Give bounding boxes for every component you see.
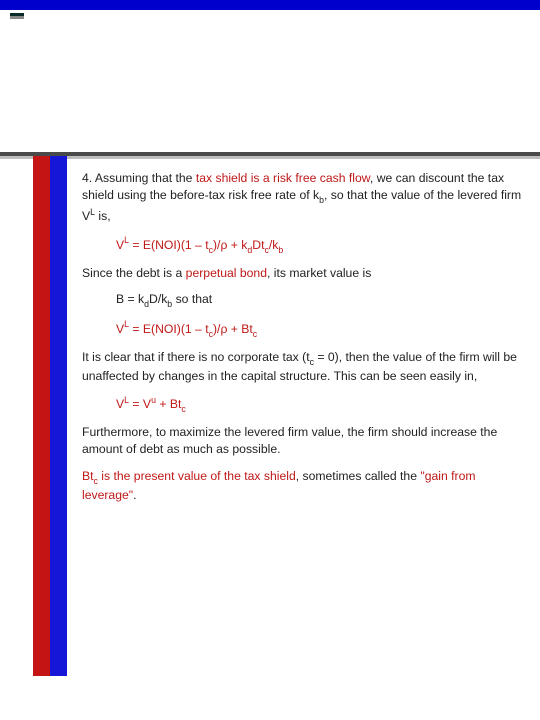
side-bar-blue: [50, 156, 67, 676]
paragraph-4: Furthermore, to maximize the levered fir…: [82, 424, 524, 459]
horizontal-rule: [0, 152, 540, 159]
p5-b: is the present value of the tax shield: [98, 469, 296, 483]
paragraph-3: It is clear that if there is no corporat…: [82, 349, 524, 385]
slide-content: 4. Assuming that the tax shield is a ris…: [82, 170, 524, 513]
eq3-b: = E(NOI)(1 – t: [129, 322, 209, 336]
p5-c: , sometimes called the: [296, 469, 421, 483]
eq1-c: )/ρ + k: [213, 238, 247, 252]
side-bar-red: [33, 156, 50, 676]
eq2-b-sub: b: [167, 299, 172, 309]
eq4-b-sup: u: [151, 395, 156, 405]
p3-a-sub: c: [310, 357, 314, 367]
p1-sub-kb: b: [319, 195, 324, 205]
paragraph-5: Btc is the present value of the tax shie…: [82, 468, 524, 504]
eq3-a-sup: L: [124, 319, 129, 329]
p4-a: Furthermore, to maximize the levered fir…: [82, 425, 497, 456]
p3-a: It is clear that if there is no corporat…: [82, 350, 310, 364]
p2-c: , its market value is: [267, 266, 371, 280]
top-blue-strip: [0, 0, 540, 10]
eq3-a: V: [116, 322, 124, 336]
eq1-e: /k: [269, 238, 278, 252]
eq4-a: V: [116, 397, 124, 411]
eq1-b: = E(NOI)(1 – t: [129, 238, 209, 252]
eq1-d: Dt: [252, 238, 264, 252]
p1-text-a: 4. Assuming that the: [82, 171, 196, 185]
p1-text-e: is,: [95, 209, 111, 223]
eq2-c: so that: [172, 292, 212, 306]
paragraph-1: 4. Assuming that the tax shield is a ris…: [82, 170, 524, 226]
eq1-b-sub: c: [209, 245, 213, 255]
p1-sup-L: L: [90, 207, 95, 217]
eq1-c-sub: d: [247, 245, 252, 255]
eq1-a-sup: L: [124, 235, 129, 245]
equation-2: B = kdD/kb so that: [116, 291, 524, 310]
eq1-a: V: [116, 238, 124, 252]
p1-highlight: tax shield is a risk free cash flow: [196, 171, 370, 185]
paragraph-2: Since the debt is a perpetual bond, its …: [82, 265, 524, 282]
eq4-a-sup: L: [124, 395, 129, 405]
eq4-b: = V: [129, 397, 151, 411]
eq1-d-sub: c: [264, 245, 268, 255]
p5-a: Bt: [82, 469, 94, 483]
eq4-c-sub: c: [181, 404, 185, 414]
eq3-b-sub: c: [209, 329, 213, 339]
eq2-a: B = k: [116, 292, 144, 306]
equation-1: VL = E(NOI)(1 – tc)/ρ + kdDtc/kb: [116, 235, 524, 256]
eq3-c-sub: c: [253, 329, 257, 339]
equation-3: VL = E(NOI)(1 – tc)/ρ + Btc: [116, 319, 524, 340]
p2-a: Since the debt is a: [82, 266, 186, 280]
p5-a-sub: c: [94, 476, 98, 486]
p5-e: .: [133, 488, 136, 502]
equation-4: VL = Vu + Btc: [116, 394, 524, 415]
eq3-c: )/ρ + Bt: [213, 322, 253, 336]
eq1-e-sub: b: [278, 245, 283, 255]
corner-tick-icon: [10, 6, 24, 12]
eq2-b: D/k: [149, 292, 167, 306]
eq4-c: + Bt: [156, 397, 181, 411]
eq2-a-sub: d: [144, 299, 149, 309]
p2-highlight: perpetual bond: [186, 266, 267, 280]
